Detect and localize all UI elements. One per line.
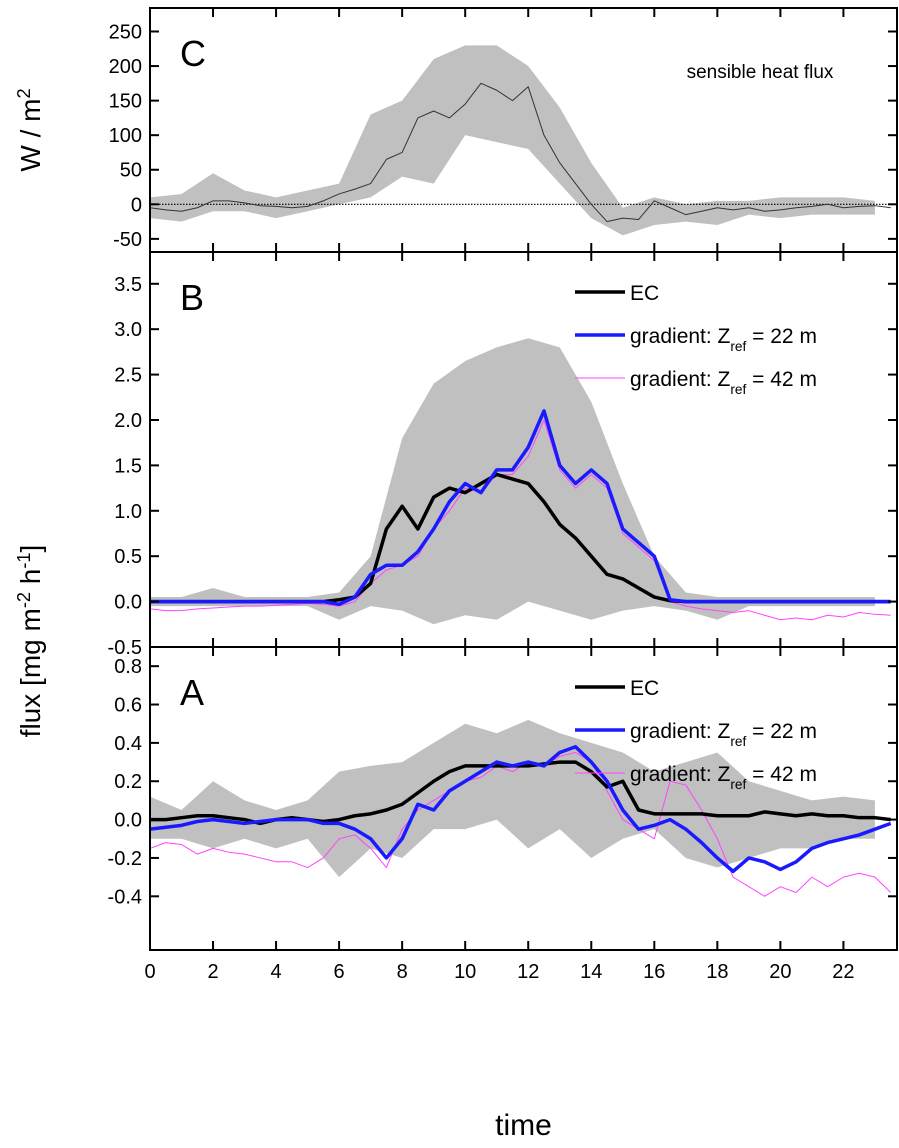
y-axis-label: flux [mg m-2 h-1]: [14, 545, 46, 738]
panel-label: C: [180, 33, 206, 74]
x-tick-label: 18: [706, 961, 728, 983]
plot-area: [150, 719, 892, 897]
x-tick-label: 22: [832, 961, 854, 983]
legend-label: gradient: Zref = 22 m: [630, 325, 817, 354]
y-tick-label: 0.6: [114, 695, 142, 717]
y-tick-label: 50: [120, 160, 142, 182]
series-line: [150, 409, 891, 607]
text-part: ref: [730, 777, 746, 792]
text-part: ref: [730, 734, 746, 749]
y-tick-label: 1.0: [114, 501, 142, 523]
y-tick-label: 0.2: [114, 771, 142, 793]
legend-label: EC: [630, 677, 659, 700]
y-tick-label: 250: [109, 22, 142, 44]
y-tick-label: -0.2: [108, 848, 142, 870]
text-part: gradient: Z: [630, 763, 731, 786]
x-tick-label: 2: [207, 961, 218, 983]
x-tick-label: 14: [580, 961, 602, 983]
x-axis-label: time: [495, 1109, 552, 1142]
x-tick-label: 20: [769, 961, 791, 983]
y-tick-label: 200: [109, 56, 142, 78]
panel-label: A: [180, 672, 204, 713]
plot-area: [150, 338, 891, 625]
text-part: EC: [630, 282, 659, 305]
legend-label: EC: [630, 282, 659, 305]
y-tick-label: 0.4: [114, 733, 142, 755]
text-part: ref: [730, 339, 746, 354]
y-tick-label: 150: [109, 91, 142, 113]
x-tick-label: 0: [144, 961, 155, 983]
text-part: 2: [14, 88, 34, 98]
text-part: gradient: Z: [630, 325, 731, 348]
x-tick-label: 8: [397, 961, 408, 983]
series-line: [150, 419, 891, 621]
legend-label: gradient: Zref = 42 m: [630, 368, 817, 397]
y-tick-label: -50: [113, 229, 142, 251]
y-tick-label: 0.5: [114, 546, 142, 568]
legend-label: gradient: Zref = 22 m: [630, 720, 817, 749]
series-line: [150, 744, 892, 874]
y-tick-label: -0.5: [108, 637, 142, 659]
text-part: gradient: Z: [630, 720, 731, 743]
text-part: EC: [630, 677, 659, 700]
text-part: h: [15, 569, 46, 592]
x-tick-label: 4: [271, 961, 282, 983]
text-part: -1: [14, 552, 34, 568]
y-tick-label: 3.5: [114, 274, 142, 296]
text-part: W / m: [15, 99, 46, 172]
text-part: flux [mg m: [15, 608, 46, 737]
x-tick-label: 10: [454, 961, 476, 983]
plot-area: [150, 45, 897, 236]
y-tick-label: 3.0: [114, 319, 142, 341]
text-part: = 42 m: [746, 368, 817, 391]
y-tick-label: 0: [131, 194, 142, 216]
panel-label: B: [180, 277, 204, 318]
y-axis-label: W / m2: [14, 88, 46, 171]
y-tick-label: 1.5: [114, 455, 142, 477]
text-part: gradient: Z: [630, 368, 731, 391]
range-band: [150, 338, 875, 625]
plot-frame: [149, 646, 898, 951]
range-band: [150, 719, 875, 878]
y-tick-label: 0.8: [114, 656, 142, 678]
y-tick-label: 2.5: [114, 365, 142, 387]
series-line: [150, 82, 891, 223]
x-tick-label: 6: [334, 961, 345, 983]
annotation: sensible heat flux: [687, 62, 834, 83]
x-tick-label: 16: [643, 961, 665, 983]
text-part: ]: [15, 545, 46, 553]
range-band: [150, 45, 875, 236]
text-part: -2: [14, 592, 34, 608]
text-part: = 22 m: [746, 325, 817, 348]
y-tick-label: 2.0: [114, 410, 142, 432]
text-part: ref: [730, 382, 746, 397]
x-tick-label: 12: [517, 961, 539, 983]
legend-label: gradient: Zref = 42 m: [630, 763, 817, 792]
y-tick-label: 0.0: [114, 592, 142, 614]
text-part: = 42 m: [746, 763, 817, 786]
y-tick-label: -0.4: [108, 886, 142, 908]
text-part: = 22 m: [746, 720, 817, 743]
y-tick-label: 100: [109, 125, 142, 147]
y-tick-label: 0.0: [114, 810, 142, 832]
